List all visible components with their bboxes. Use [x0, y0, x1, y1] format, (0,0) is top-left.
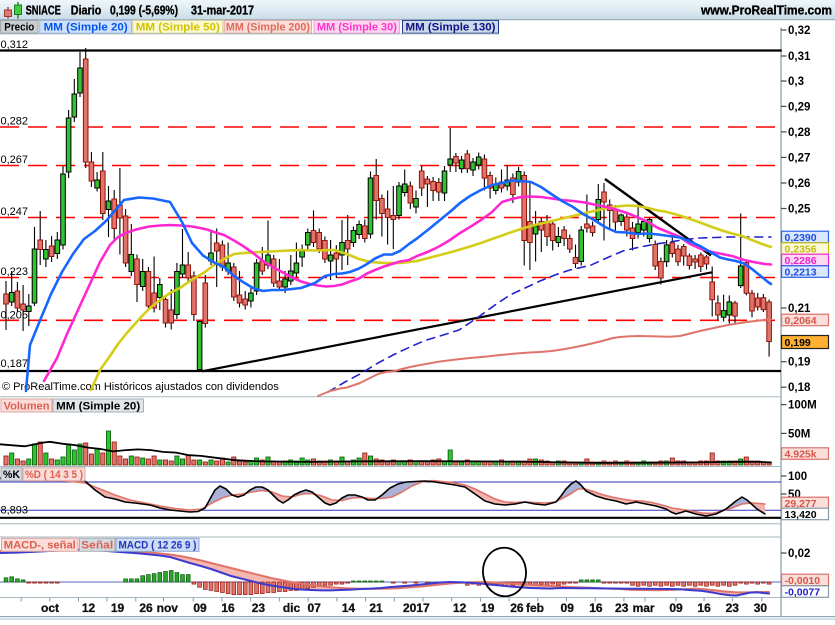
- svg-text:100M: 100M: [788, 400, 817, 412]
- svg-text:mar: mar: [633, 601, 655, 615]
- svg-text:0,26: 0,26: [788, 178, 810, 190]
- svg-text:8,893: 8,893: [1, 505, 29, 517]
- svg-text:12: 12: [453, 601, 467, 615]
- svg-text:Diario: Diario: [71, 2, 102, 17]
- svg-text:0,31: 0,31: [788, 51, 811, 63]
- svg-text:16: 16: [589, 601, 603, 615]
- svg-text:07: 07: [308, 601, 322, 615]
- svg-text:09: 09: [669, 601, 683, 615]
- svg-text:0,282: 0,282: [1, 116, 29, 128]
- svg-text:MM (Simple 20): MM (Simple 20): [44, 22, 128, 34]
- svg-text:0,199: 0,199: [785, 337, 811, 349]
- svg-text:0,02: 0,02: [788, 548, 810, 560]
- svg-text:MACD-, señal: MACD-, señal: [4, 540, 76, 552]
- svg-text:0,267: 0,267: [1, 154, 29, 166]
- svg-text:2017: 2017: [403, 601, 430, 615]
- svg-text:MM (Simple 20): MM (Simple 20): [56, 400, 140, 412]
- svg-text:23: 23: [615, 601, 629, 615]
- svg-text:0,312: 0,312: [1, 39, 29, 51]
- svg-text:© ProRealTime.com Históricos: © ProRealTime.com Históricos ajustados c…: [2, 381, 279, 393]
- svg-text:30: 30: [754, 601, 768, 615]
- svg-text:MM (Simple 200): MM (Simple 200): [226, 22, 310, 34]
- svg-text:26: 26: [510, 601, 524, 615]
- svg-text:0,2390: 0,2390: [785, 232, 817, 244]
- svg-text:oct: oct: [41, 601, 59, 615]
- svg-text:09: 09: [193, 601, 207, 615]
- svg-text:MM (Simple 30): MM (Simple 30): [317, 22, 397, 34]
- svg-text:MM (Simple 50): MM (Simple 50): [136, 22, 220, 34]
- svg-text:0,199 (-5,69%): 0,199 (-5,69%): [110, 2, 178, 17]
- svg-text:-0,0077: -0,0077: [785, 587, 821, 599]
- svg-text:nov: nov: [157, 601, 179, 615]
- svg-text:0,21: 0,21: [788, 303, 811, 315]
- svg-text:0,247: 0,247: [1, 206, 29, 218]
- svg-text:0,29: 0,29: [788, 101, 810, 113]
- svg-text:%K: %K: [3, 469, 20, 481]
- svg-text:16: 16: [221, 601, 235, 615]
- svg-text:0,18: 0,18: [788, 382, 811, 394]
- svg-text:0,28: 0,28: [788, 127, 811, 139]
- svg-text:0,223: 0,223: [1, 266, 29, 278]
- svg-text:0,2286: 0,2286: [785, 255, 817, 267]
- svg-text:dic: dic: [283, 601, 301, 615]
- svg-text:0,2064: 0,2064: [785, 315, 817, 327]
- svg-text:0,25: 0,25: [788, 204, 811, 216]
- svg-text:www.ProRealTime.com: www.ProRealTime.com: [700, 2, 832, 17]
- svg-text:50M: 50M: [788, 428, 810, 440]
- svg-text:14: 14: [342, 601, 356, 615]
- svg-text:MACD ( 12 26 9 ): MACD ( 12 26 9 ): [119, 540, 197, 552]
- svg-text:19: 19: [481, 601, 495, 615]
- svg-text:MM (Simple 130): MM (Simple 130): [406, 22, 496, 34]
- svg-text:26: 26: [139, 601, 153, 615]
- svg-text:0,32: 0,32: [788, 25, 810, 37]
- svg-text:0,27: 0,27: [788, 152, 810, 164]
- svg-text:feb: feb: [526, 601, 544, 615]
- svg-text:12: 12: [82, 601, 96, 615]
- svg-text:13,420: 13,420: [785, 509, 817, 521]
- svg-text:0,2213: 0,2213: [785, 267, 817, 279]
- svg-text:0,19: 0,19: [788, 357, 810, 369]
- svg-text:Precio: Precio: [4, 22, 34, 34]
- svg-text:4.925k: 4.925k: [785, 449, 817, 461]
- svg-text:29,277: 29,277: [785, 498, 817, 510]
- svg-text:31-mar-2017: 31-mar-2017: [191, 2, 254, 17]
- svg-text:0,205: 0,205: [1, 310, 29, 322]
- svg-text:100: 100: [788, 471, 807, 483]
- svg-text:16: 16: [697, 601, 711, 615]
- svg-text:19: 19: [111, 601, 125, 615]
- svg-text:%D ( 14 3 5 ): %D ( 14 3 5 ): [25, 469, 83, 481]
- svg-text:21: 21: [369, 601, 383, 615]
- svg-text:0,3: 0,3: [788, 76, 804, 88]
- svg-text:-0,0010: -0,0010: [785, 575, 821, 587]
- svg-text:Volumen: Volumen: [4, 400, 50, 412]
- svg-text:0,187: 0,187: [1, 358, 29, 370]
- svg-text:Señal: Señal: [81, 540, 113, 552]
- svg-text:23: 23: [726, 601, 740, 615]
- svg-text:0,2356: 0,2356: [785, 244, 817, 256]
- svg-text:23: 23: [252, 601, 266, 615]
- svg-text:09: 09: [561, 601, 575, 615]
- svg-text:SNIACE: SNIACE: [26, 2, 61, 17]
